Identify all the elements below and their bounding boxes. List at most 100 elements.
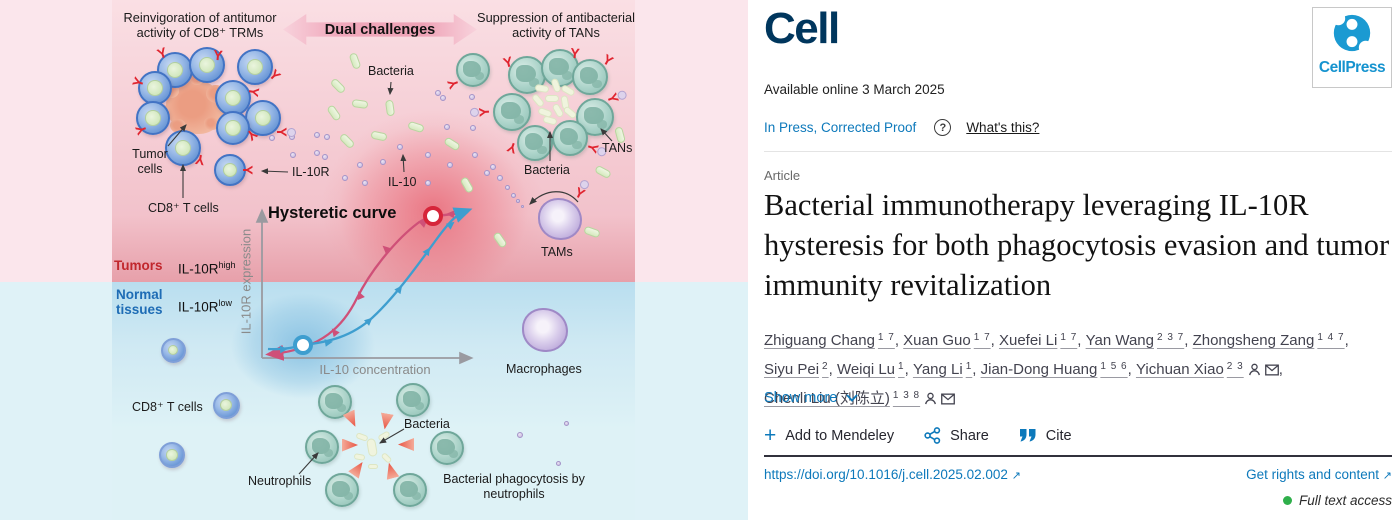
cd8-cell-icon xyxy=(214,154,246,186)
bacterium-pale-icon xyxy=(545,94,559,102)
il10-molecule-icon xyxy=(563,420,569,426)
il10-molecule-icon xyxy=(516,199,520,203)
il10-molecule-icon xyxy=(357,162,363,168)
il10-molecule-icon xyxy=(397,144,403,150)
mendeley-label: Add to Mendeley xyxy=(785,427,895,444)
publication-status-row: In Press, Corrected Proof ? What's this? xyxy=(764,119,1039,136)
il10-molecule-icon xyxy=(504,184,510,190)
cd8-cell-icon xyxy=(216,111,250,145)
person-icon xyxy=(925,392,937,405)
neutrophil-cell-icon xyxy=(318,385,352,419)
access-status: Full text access xyxy=(1282,493,1392,508)
author-link[interactable]: Zhongsheng Zang 1 4 7 xyxy=(1193,332,1349,349)
envelope-icon xyxy=(1264,364,1279,376)
article-header-panel: Cell CellPress Available online 3 March … xyxy=(748,0,1400,520)
envelope-icon xyxy=(941,393,956,405)
il10-molecule-icon xyxy=(517,432,523,438)
cite-icon xyxy=(1019,429,1036,442)
high-state-point xyxy=(423,206,443,226)
neutrophils-label: Neutrophils xyxy=(248,474,312,488)
hysteresis-curve-down xyxy=(265,210,469,361)
il10-molecule-icon xyxy=(472,152,478,158)
il10-molecule-icon xyxy=(425,180,431,186)
get-rights-link[interactable]: Get rights and content ↗ xyxy=(1246,467,1392,482)
il10-molecule-icon xyxy=(520,204,524,208)
il10-molecule-icon xyxy=(362,180,368,186)
il10r-high-label: IL-10Rhigh xyxy=(178,260,236,277)
il10r-label: IL-10R xyxy=(292,165,330,179)
il10-molecule-icon xyxy=(555,460,561,466)
il10-molecule-icon xyxy=(490,164,496,170)
il10-molecule-icon xyxy=(425,152,431,158)
pink-curve-arrows xyxy=(298,210,455,354)
x-axis-label: IL-10 concentration xyxy=(319,362,431,377)
plus-icon: + xyxy=(764,423,777,447)
chevron-down-icon xyxy=(846,394,859,402)
bacterium-pale-icon xyxy=(368,463,378,469)
cd8-cell-icon xyxy=(189,47,225,83)
cd8-cell-icon xyxy=(159,442,185,468)
cd8-cell-icon xyxy=(157,52,193,88)
article-type-label: Article xyxy=(764,168,801,183)
show-more-label: Show more xyxy=(764,390,838,406)
add-to-mendeley-button[interactable]: + Add to Mendeley xyxy=(764,423,895,447)
author-link[interactable]: Siyu Pei 2 xyxy=(764,361,837,378)
cd8-cell-icon xyxy=(212,391,240,419)
tumor-cell-blob xyxy=(203,116,219,130)
neutrophil-cell-icon xyxy=(325,473,359,507)
author-link[interactable]: Weiqi Lu 1 xyxy=(837,361,913,378)
author-link[interactable]: Zhiguang Chang 1 7 xyxy=(764,332,903,349)
neutrophil-cell-icon xyxy=(430,431,464,465)
author-link[interactable]: Yang Li 1 xyxy=(913,361,981,378)
person-icon xyxy=(1248,363,1260,376)
neutrophil-cell-icon xyxy=(305,430,339,464)
label-arrows xyxy=(167,81,613,475)
tans-label: TANs xyxy=(602,141,633,155)
doi-link[interactable]: https://doi.org/10.1016/j.cell.2025.02.0… xyxy=(764,467,1021,482)
il10-molecule-icon xyxy=(314,150,320,156)
doi-row: https://doi.org/10.1016/j.cell.2025.02.0… xyxy=(764,467,1392,482)
tumor-cells-label: Tumor cells xyxy=(132,147,168,176)
share-button[interactable]: Share xyxy=(924,427,989,444)
tams-label: TAMs xyxy=(541,245,573,259)
external-link-icon: ↗ xyxy=(1382,470,1392,482)
cell-journal-logo[interactable]: Cell xyxy=(764,4,840,53)
il10-molecule-icon xyxy=(322,154,328,160)
il10-molecule-icon xyxy=(484,170,490,176)
question-mark-icon[interactable]: ? xyxy=(934,119,952,136)
il10-molecule-icon xyxy=(444,124,450,130)
whats-this-link[interactable]: What's this? xyxy=(966,120,1040,135)
cd8-top-label: CD8⁺ T cells xyxy=(148,201,219,215)
neutrophil-cell-icon xyxy=(396,383,430,417)
author-link[interactable]: Yichuan Xiao 2 3 xyxy=(1136,361,1283,378)
author-link[interactable]: Xuan Guo 1 7 xyxy=(903,332,999,349)
author-link[interactable]: Xuefei Li 1 7 xyxy=(999,332,1086,349)
share-label: Share xyxy=(950,427,989,444)
caption-right: Suppression of antibacterial activity of… xyxy=(477,10,635,40)
neutrophil-cell-icon xyxy=(393,473,427,507)
action-toolbar: + Add to Mendeley Share Cite xyxy=(764,423,1102,447)
author-link[interactable]: Chenli Liu (刘陈立) 1 3 8 xyxy=(764,390,956,407)
il10r-low-label: IL-10Rlow xyxy=(178,298,233,315)
cellpress-logo[interactable]: CellPress xyxy=(1312,7,1392,88)
cellpress-wordmark: CellPress xyxy=(1318,59,1386,76)
cite-button[interactable]: Cite xyxy=(1019,428,1072,444)
in-press-link[interactable]: In Press, Corrected Proof xyxy=(764,120,917,135)
il10-molecule-icon xyxy=(342,175,348,181)
macrophage-cell-icon xyxy=(522,307,568,353)
green-dot-icon xyxy=(1282,496,1292,505)
phagocytosis-label: Bacterial phagocytosis by neutrophils xyxy=(443,472,585,501)
access-label: Full text access xyxy=(1298,493,1392,508)
author-link[interactable]: Jian-Dong Huang 1 5 6 xyxy=(981,361,1136,378)
bacteria-right-label: Bacteria xyxy=(524,163,570,177)
external-link-icon: ↗ xyxy=(1011,470,1021,482)
show-more-button[interactable]: Show more xyxy=(764,390,859,406)
tam-uptake-arrow xyxy=(529,191,579,205)
abstract-plot-overlay xyxy=(167,81,613,475)
cd8-cell-icon xyxy=(136,101,170,135)
author-link[interactable]: Yan Wang 2 3 7 xyxy=(1086,332,1193,349)
low-state-point xyxy=(293,335,313,355)
